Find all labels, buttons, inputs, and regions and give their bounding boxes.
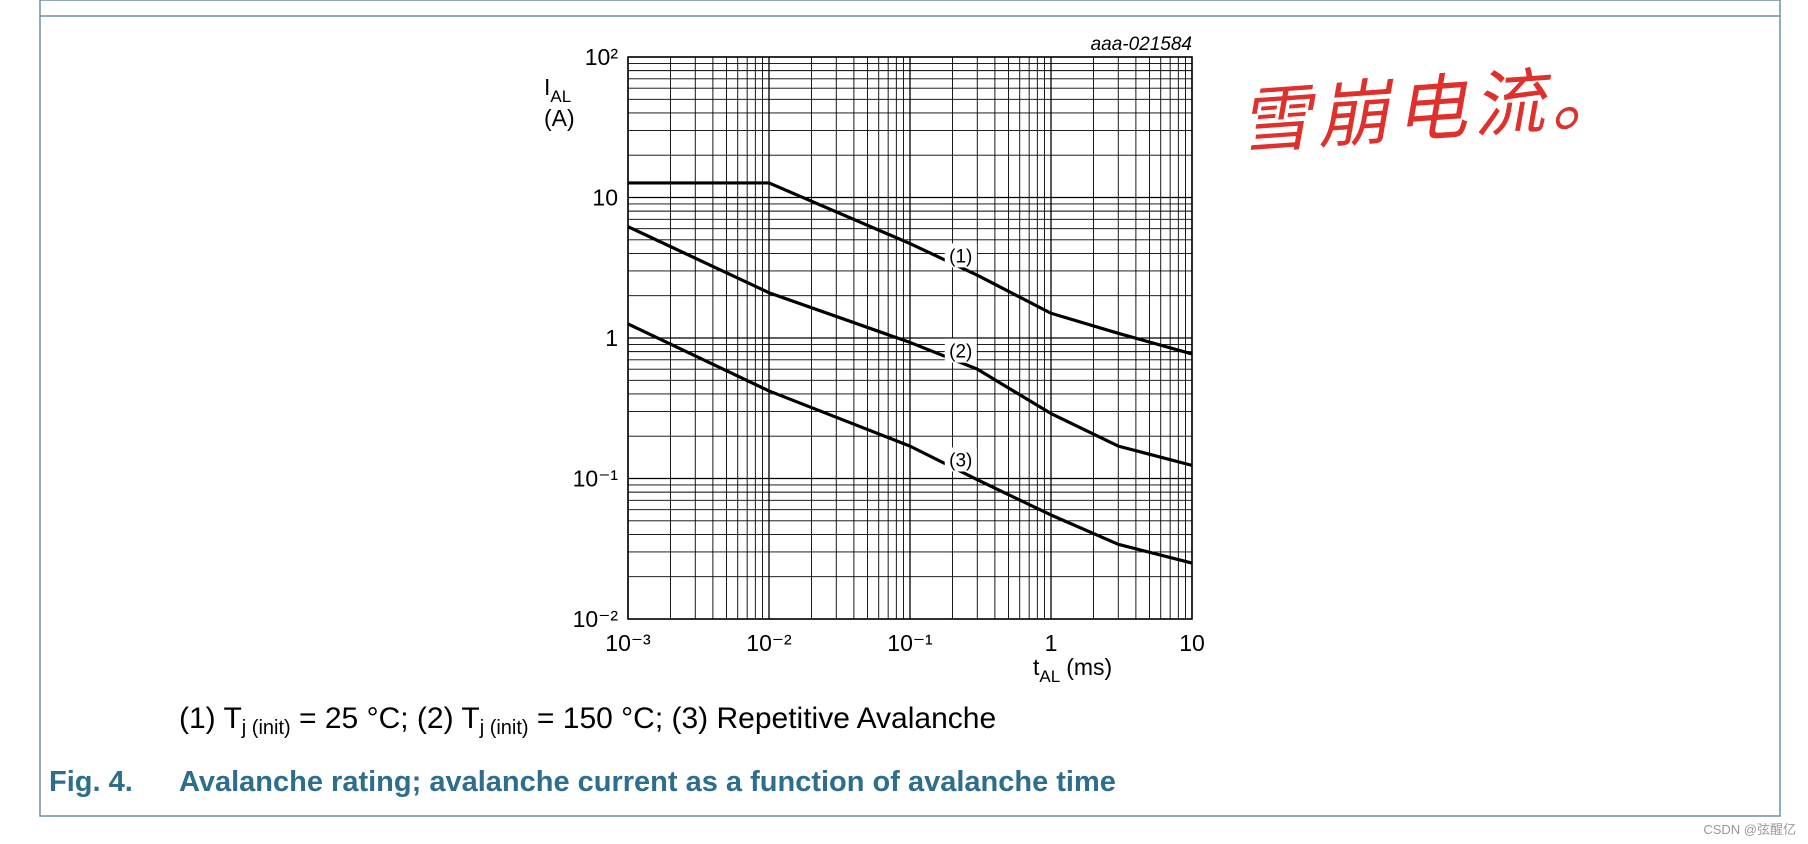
y-tick-label: 10	[592, 185, 618, 211]
caption-text: = 150 °C; (3) Repetitive Avalanche	[528, 702, 997, 735]
figure-number: Fig. 4.	[49, 766, 133, 798]
y-tick-label: 10⁻¹	[573, 466, 619, 492]
caption-text: = 25 °C; (2) T	[290, 702, 480, 735]
xlabel-subscript: AL	[1039, 667, 1060, 686]
caption-subscript: j (init)	[241, 717, 291, 739]
curve	[628, 181, 1193, 356]
ylabel-label: IAL	[544, 74, 571, 106]
x-tick-label: 10⁻¹	[887, 630, 933, 656]
curve-label-bg	[944, 338, 977, 363]
ylabel-symbol: I	[544, 74, 550, 100]
figure-title: Avalanche rating; avalanche current as a…	[179, 766, 1116, 798]
curve	[627, 322, 1193, 565]
y-tick-label: 10²	[585, 44, 619, 70]
curve-label: (2)	[949, 342, 972, 363]
curve-label-bg	[944, 243, 977, 268]
curve-label: (3)	[949, 450, 972, 471]
caption: (1) Tj (init) = 25 °C; (2) Tj (init) = 1…	[179, 702, 996, 740]
ylabel-subscript: AL	[550, 87, 571, 106]
caption-subscript: j (init)	[479, 717, 529, 739]
x-tick-label: 10⁻²	[746, 630, 792, 656]
x-tick-label: 10⁻³	[605, 630, 651, 656]
curve	[627, 225, 1193, 467]
xlabel-symbol: t	[1033, 654, 1040, 680]
xlabel-label: tAL (ms)	[1033, 654, 1112, 686]
caption-text: (1) T	[179, 702, 242, 735]
plot-frame	[627, 56, 1193, 620]
curve-label: (1)	[949, 246, 972, 267]
x-tick-label: 1	[1045, 630, 1058, 656]
y-tick-label: 1	[605, 325, 618, 351]
curve-label-bg	[944, 447, 977, 472]
x-tick-label: 10	[1179, 630, 1205, 656]
watermark: CSDN @弦醒亿	[1703, 822, 1796, 837]
xlabel-unit: (ms)	[1066, 654, 1112, 680]
ylabel-unit: (A)	[544, 105, 575, 131]
figure-tag: aaa-021584	[1091, 34, 1192, 55]
figure-frame	[39, 0, 1781, 817]
y-tick-label: 10⁻²	[573, 606, 619, 632]
